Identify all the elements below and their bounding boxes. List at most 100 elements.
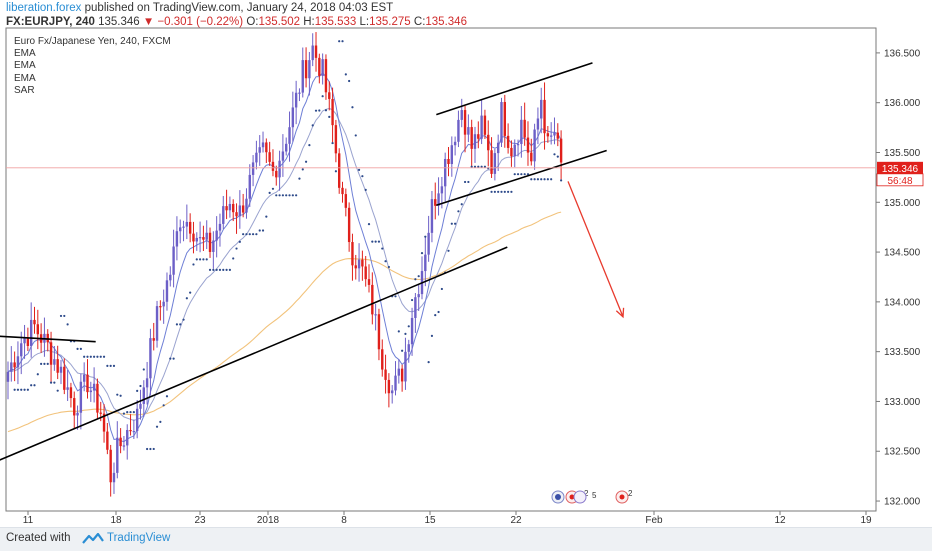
legend-ema-1[interactable]: EMA [14,48,36,60]
sar-dot [546,178,549,181]
sar-dot [477,165,480,168]
candle-up [142,387,145,404]
candle-down [510,147,513,157]
sar-dot [291,194,294,197]
sar-dot [424,235,427,238]
sar-dot [311,124,314,127]
candle-up [255,152,258,163]
candle-down [152,338,155,341]
author-link[interactable]: liberation.forex [6,2,82,14]
candle-down [341,187,344,195]
tradingview-link[interactable]: TradingView [107,532,171,544]
sar-dot [169,357,172,360]
candle-up [20,343,23,357]
candle-up [155,306,159,341]
candle-down [235,212,238,217]
sar-dot [367,223,371,226]
candle-up [82,374,86,382]
sar-dot [447,249,450,252]
sar-dot [122,412,126,415]
candle-down [543,99,546,134]
sar-dot [268,191,271,194]
symbol-label[interactable]: FX:EURJPY, 240 [6,16,95,28]
candle-up [473,134,477,149]
sar-dot [63,314,66,318]
sar-dot [86,355,89,358]
candle-up [285,143,288,152]
candle-up [185,221,189,227]
candle-up [321,59,324,76]
legend-title[interactable]: Euro Fx/Japanese Yen, 240, FXCM [14,36,171,47]
sar-dot [139,384,142,388]
sar-dot [556,155,559,158]
legend-ema-2[interactable]: EMA [14,60,36,72]
candle-down [314,45,318,58]
sar-dot [414,278,417,281]
sar-dot [159,420,162,423]
sar-dot [357,168,361,172]
sar-dot [235,247,238,250]
candle-up [169,274,172,281]
sar-dot [338,40,341,43]
legend-ema-3[interactable]: EMA [14,72,36,84]
candle-down [106,431,109,450]
sar-dot [371,240,374,243]
sar-dot [314,109,318,112]
sar-dot [381,247,384,250]
candle-down [463,110,467,135]
sar-dot [245,233,248,236]
candle-down [86,374,89,393]
candle-down [354,265,357,269]
candle-down [523,119,526,138]
trendline-4 [436,149,607,207]
forecast-arrow-head [615,307,625,319]
candle-down [109,449,112,483]
candle-down [377,314,381,350]
price-chart[interactable]: 132.000 132.500 133.000 133.500 134.000 134.5… [0,0,932,527]
ohlc-line: FX:EURJPY, 240 135.346 ▼ −0.301 (−0.22%)… [6,16,467,28]
candle-down [361,259,364,267]
sar-dot [222,268,225,272]
sar-dot [473,165,477,168]
candle-up [29,319,33,346]
candle-up [278,160,281,178]
candle-up [301,60,304,93]
candle-up [126,430,129,446]
candle-up [248,174,251,199]
forecast-arrow-shaft [567,181,624,318]
sar-dot [507,190,510,193]
candle-up [298,92,301,94]
candle-up [394,375,397,391]
legend-sar[interactable]: SAR [14,84,35,96]
sar-dot [550,178,553,181]
candle-up [407,344,410,352]
sar-dot [172,357,175,360]
y-tick-label: 136.500 [884,48,921,59]
sar-dot [361,175,364,178]
sar-dot [93,355,96,358]
sar-dot [344,73,347,76]
sar-dot [215,268,218,272]
high-value: 135.533 [314,16,357,28]
sar-dot [321,95,324,98]
candle-up [228,203,232,211]
last-price: 135.346 [98,16,140,28]
candle-up [457,119,460,142]
candle-up [53,359,56,365]
sar-dot [560,179,563,182]
sar-dot [530,178,533,181]
sar-dot [116,393,119,396]
candle-up [116,437,119,473]
candle-down [63,366,66,390]
price-change: −0.301 (−0.22%) [157,16,244,28]
sar-dot [146,447,149,451]
candle-up [533,129,536,162]
sar-dot [374,240,377,243]
sar-dot [66,323,69,326]
sar-dot [185,297,188,300]
candle-up [139,403,142,409]
candle-up [437,193,440,206]
sar-dot [304,160,308,163]
high-label: H: [303,16,315,28]
sar-dot [96,355,99,358]
